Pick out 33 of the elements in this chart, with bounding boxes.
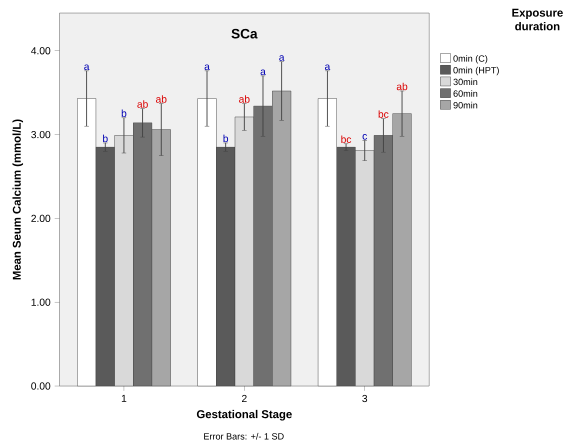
- legend-label: 30min: [453, 78, 478, 86]
- x-tick-label: 2: [242, 395, 247, 402]
- annotation: a: [279, 55, 284, 61]
- annotation: b: [122, 110, 126, 118]
- x-axis-title: Gestational Stage: [196, 410, 292, 421]
- y-axis-title: Mean Seum Calcium (mmol/L): [12, 120, 24, 280]
- annotation: c: [362, 134, 368, 140]
- text: Error Bars: +/- 1 SD: [204, 433, 284, 440]
- legend-label: 0min (HPT): [453, 66, 499, 76]
- legend-label: 90min: [454, 102, 478, 109]
- y-tick-label: 3.00: [31, 131, 50, 138]
- y-tick-label: 0.00: [31, 382, 50, 390]
- y-tick-label: 1.00: [32, 298, 50, 306]
- legend-title: Exposure duration: [512, 8, 563, 30]
- annotation: ab: [239, 95, 250, 103]
- annotation: b: [223, 134, 228, 142]
- annotation: bc: [341, 136, 352, 144]
- annotation: bc: [378, 110, 388, 118]
- annotation: ab: [396, 82, 408, 90]
- annotation: a: [84, 64, 90, 70]
- annotation: ab: [156, 95, 166, 103]
- annotation: a: [324, 64, 330, 70]
- y-tick-label: 2.00: [31, 214, 50, 222]
- annotation: b: [103, 134, 108, 142]
- annotation: a: [260, 70, 266, 76]
- annotation: a: [204, 64, 210, 70]
- x-tick-label: 3: [362, 395, 368, 402]
- x-tick-label: 1: [122, 395, 126, 402]
- annotation: ab: [137, 100, 148, 108]
- y-tick-label: 4.00: [31, 47, 50, 55]
- text: SCa: [231, 29, 258, 39]
- legend-label: 60min: [454, 90, 478, 97]
- legend-label: 0min (C): [453, 55, 488, 64]
